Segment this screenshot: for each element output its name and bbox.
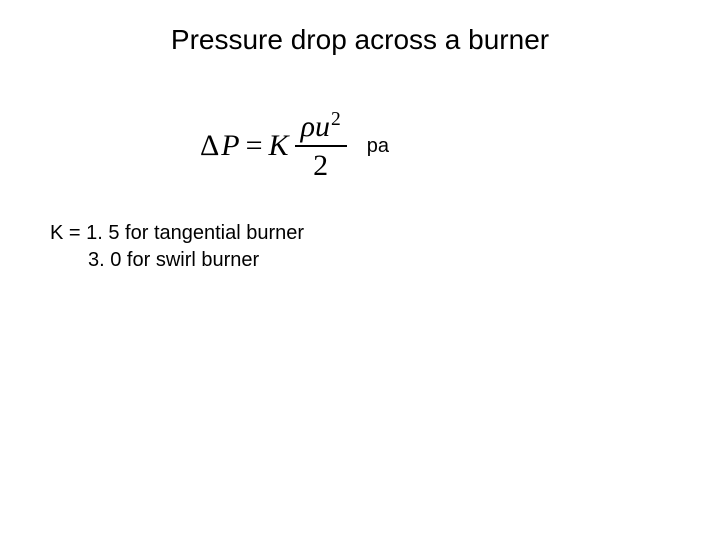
unit-label: pa (367, 135, 389, 158)
symbol-u: u (315, 110, 330, 143)
fraction-bar (295, 145, 347, 147)
symbol-K: K (269, 131, 289, 161)
symbol-equals: = (246, 131, 263, 161)
k-line-2: 3. 0 for swirl burner (50, 247, 304, 274)
pressure-drop-equation: Δ P = K ρu2 2 (200, 110, 347, 182)
page-title: Pressure drop across a burner (0, 24, 720, 56)
k-definition-block: K = 1. 5 for tangential burner 3. 0 for … (50, 220, 304, 274)
slide: Pressure drop across a burner Δ P = K ρu… (0, 0, 720, 540)
symbol-P: P (221, 131, 239, 161)
symbol-rho: ρ (301, 110, 315, 143)
fraction-numerator: ρu2 (295, 110, 347, 143)
k-line-1: K = 1. 5 for tangential burner (50, 220, 304, 247)
symbol-u-exponent: 2 (331, 109, 341, 130)
fraction: ρu2 2 (295, 110, 347, 182)
equation-row: Δ P = K ρu2 2 pa (200, 110, 389, 182)
fraction-denominator: 2 (307, 149, 334, 182)
symbol-delta: Δ (200, 131, 219, 161)
